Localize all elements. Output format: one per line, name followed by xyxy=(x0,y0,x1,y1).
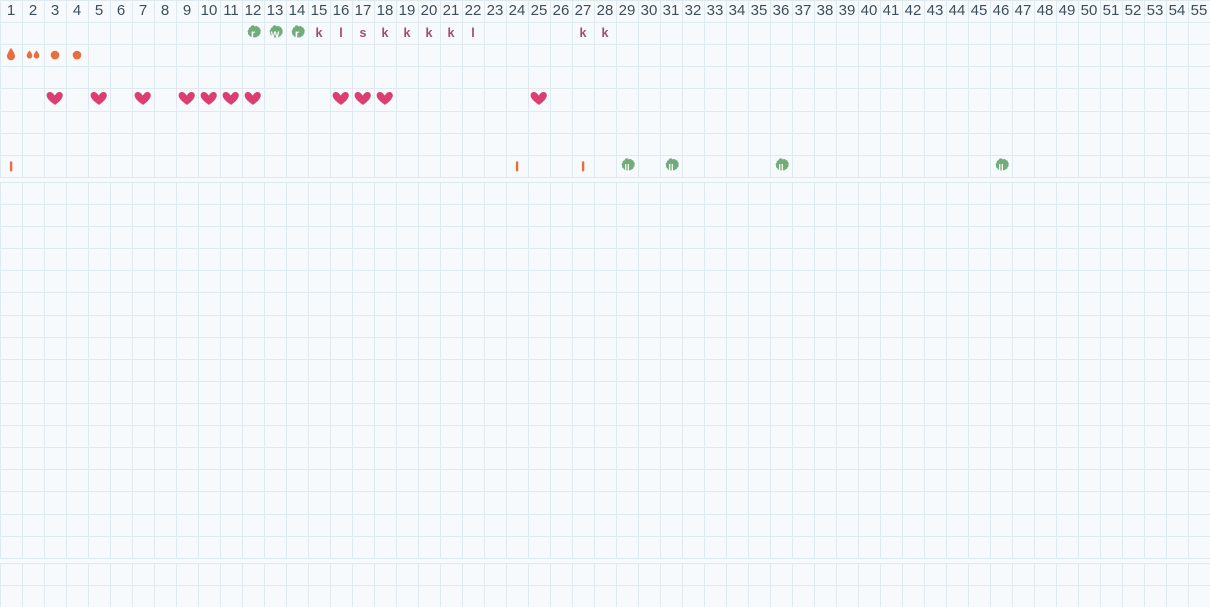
svg-text:k: k xyxy=(580,26,587,40)
svg-text:l: l xyxy=(339,26,342,40)
svg-text:k: k xyxy=(426,26,433,40)
svg-text:||: || xyxy=(778,163,783,174)
svg-text:||: || xyxy=(668,163,673,174)
svg-text:||: || xyxy=(624,163,629,174)
svg-text:l: l xyxy=(471,26,474,40)
svg-text:r: r xyxy=(251,29,256,41)
svg-text:s: s xyxy=(360,26,367,40)
svg-text:||: || xyxy=(998,163,1003,174)
svg-text:r: r xyxy=(295,29,300,41)
svg-text:k: k xyxy=(382,26,389,40)
svg-text:k: k xyxy=(404,26,411,40)
svg-text:k: k xyxy=(316,26,323,40)
svg-text:k: k xyxy=(602,26,609,40)
svg-text:k: k xyxy=(448,26,455,40)
svg-text:w: w xyxy=(270,29,280,41)
